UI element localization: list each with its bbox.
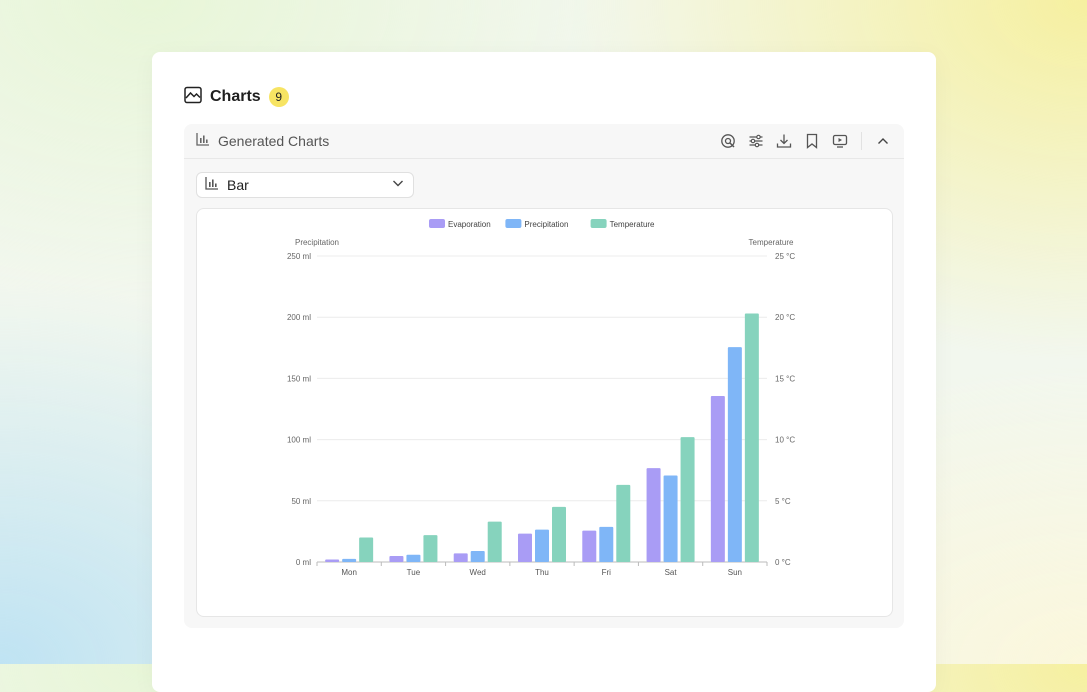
bar-temperature (616, 484, 631, 562)
panel-header: Generated Charts (184, 124, 904, 159)
y-left-tick-label: 100 ml (287, 436, 311, 445)
y-right-tick-label: 25 °C (775, 252, 795, 261)
bar-evaporation (646, 468, 661, 562)
bar-temperature (359, 537, 374, 562)
bar-evaporation (582, 530, 597, 562)
bookmark-icon[interactable] (803, 132, 821, 150)
settings-sliders-icon[interactable] (747, 132, 765, 150)
charts-card: Charts 9 Generated Charts (152, 52, 936, 692)
toolbar-divider (861, 132, 862, 150)
y-right-tick-label: 15 °C (775, 374, 795, 383)
legend-swatch (429, 219, 445, 228)
bar-precipitation (406, 554, 421, 562)
chart-image-icon (184, 86, 202, 109)
x-tick-label: Thu (535, 568, 549, 577)
bar-evaporation (710, 396, 725, 562)
x-tick-label: Sun (728, 568, 742, 577)
download-icon[interactable] (775, 132, 793, 150)
chevron-down-icon (391, 176, 405, 195)
legend-swatch (590, 219, 607, 228)
panel-title: Generated Charts (218, 133, 330, 149)
bar-precipitation (727, 347, 742, 562)
insight-icon[interactable] (719, 132, 737, 150)
bar-evaporation (518, 533, 532, 562)
legend-label: Evaporation (448, 220, 491, 229)
x-tick-label: Sat (665, 568, 678, 577)
bar-chart-icon (196, 132, 210, 151)
chart-type-value: Bar (227, 177, 249, 193)
y-right-tick-label: 5 °C (775, 497, 791, 506)
bar-evaporation (453, 553, 468, 562)
y-left-axis-title: Precipitation (295, 238, 339, 247)
x-tick-label: Wed (470, 568, 486, 577)
bar-temperature (680, 437, 695, 562)
y-right-tick-label: 10 °C (775, 436, 795, 445)
y-left-tick-label: 250 ml (287, 252, 311, 261)
generated-charts-panel: Generated Charts (184, 124, 904, 628)
bar-precipitation (342, 558, 357, 562)
bar-temperature (487, 521, 502, 562)
bar-chart: 0 ml 0 °C 50 ml 5 °C 100 ml 10 °C 150 ml 15 °C 2… (287, 219, 795, 577)
count-badge: 9 (268, 87, 289, 107)
bar-precipitation (663, 475, 678, 562)
bar-temperature (423, 535, 438, 562)
y-left-tick-label: 0 ml (296, 558, 311, 567)
x-tick-label: Tue (407, 568, 421, 577)
chart-container: 0 ml 0 °C 50 ml 5 °C 100 ml 10 °C 150 ml 15 °C 2… (196, 208, 893, 617)
y-left-tick-label: 150 ml (287, 374, 311, 383)
y-right-tick-label: 20 °C (775, 313, 795, 322)
card-header: Charts 9 (184, 86, 289, 108)
y-left-tick-label: 50 ml (291, 497, 311, 506)
collapse-chevron-icon[interactable] (874, 132, 892, 150)
present-icon[interactable] (831, 132, 849, 150)
bar-precipitation (470, 550, 485, 562)
x-tick-label: Mon (341, 568, 357, 577)
bar-precipitation (535, 529, 549, 562)
legend-swatch (505, 219, 522, 228)
page-title: Charts (210, 88, 261, 105)
y-right-axis-title: Temperature (749, 238, 794, 247)
bar-temperature (552, 506, 566, 562)
y-left-tick-label: 200 ml (287, 313, 311, 322)
panel-toolbar (719, 132, 892, 150)
legend-label: Precipitation (524, 220, 568, 229)
bar-precipitation (599, 526, 614, 562)
chart-type-select[interactable]: Bar (196, 172, 414, 198)
bar-evaporation (389, 556, 404, 562)
legend-label: Temperature (610, 220, 655, 229)
bar-chart-icon (205, 176, 219, 195)
bar-evaporation (325, 559, 340, 562)
x-tick-label: Fri (602, 568, 612, 577)
y-right-tick-label: 0 °C (775, 558, 791, 567)
bar-temperature (744, 313, 759, 562)
